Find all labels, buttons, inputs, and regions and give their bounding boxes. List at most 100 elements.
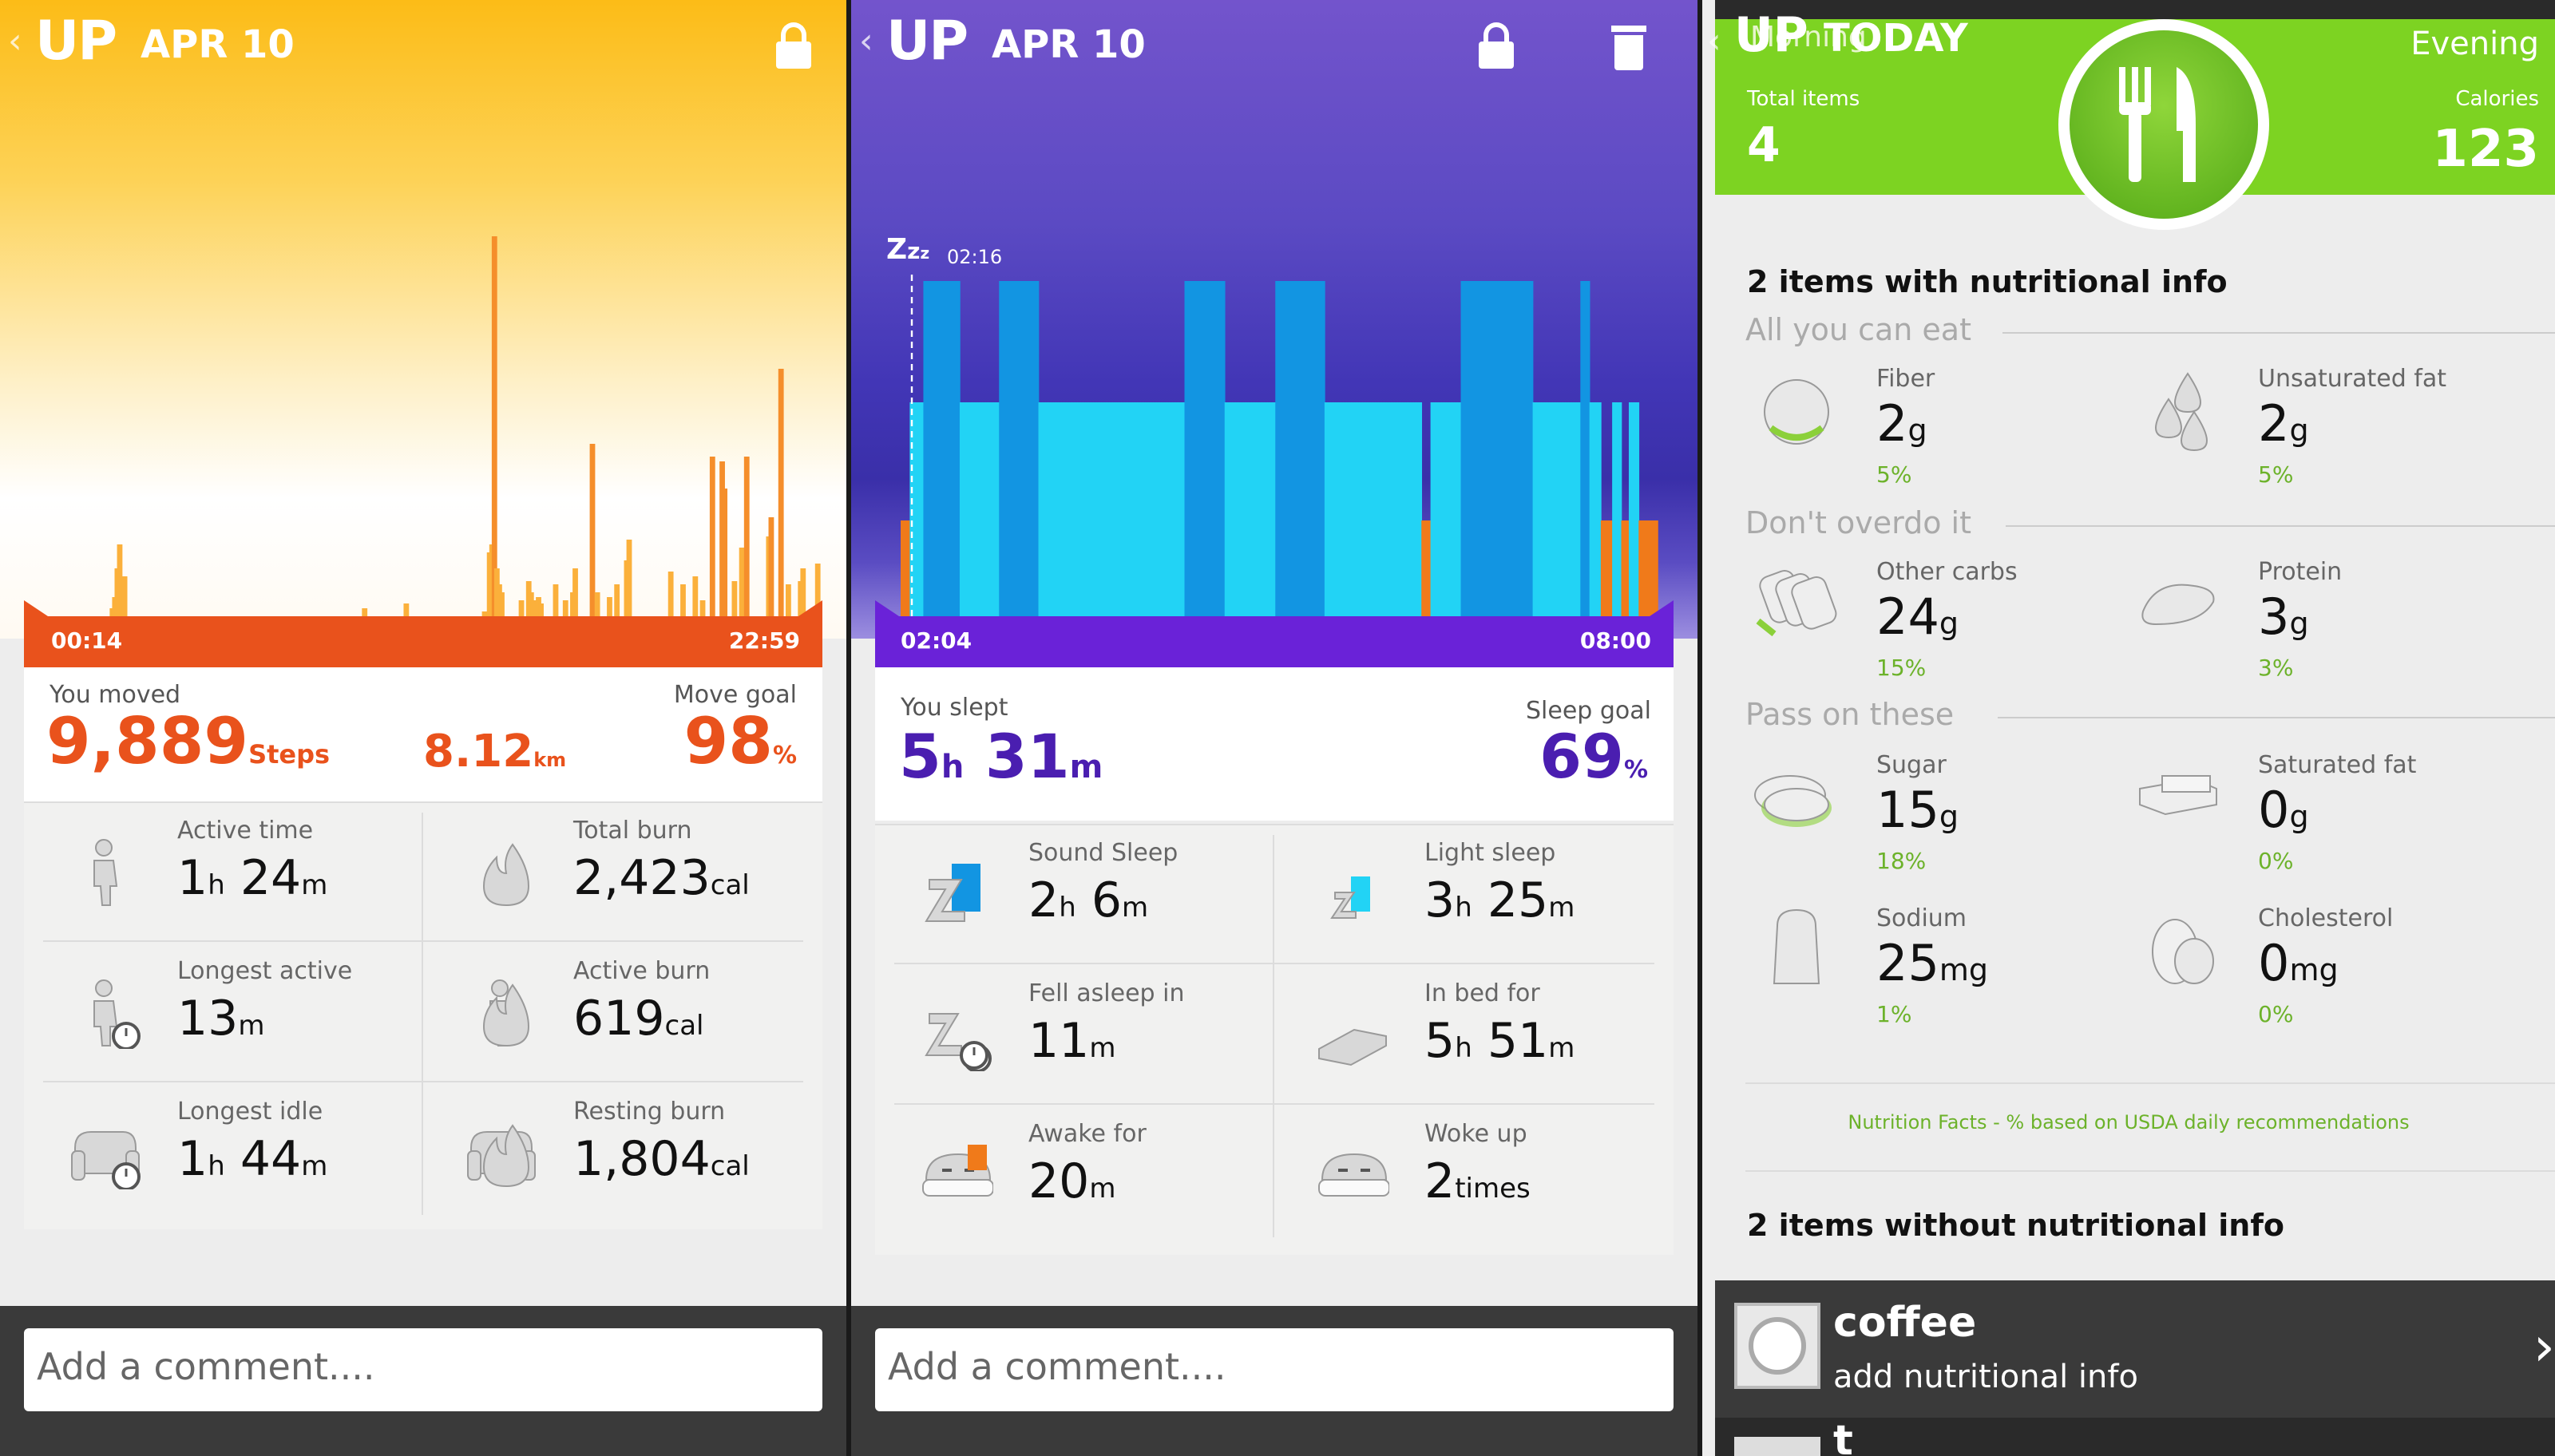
eggs-icon	[2152, 919, 2214, 984]
activity-bar	[121, 576, 128, 616]
band-cap	[798, 600, 822, 616]
stat-longest-active: Longest active 13m	[46, 944, 430, 1084]
sleep-segment-light	[1532, 402, 1582, 616]
oil-drops-icon	[2154, 372, 2208, 452]
distance-value: 8.12km	[423, 725, 567, 777]
food-item-next[interactable]: t	[1715, 1418, 2555, 1456]
activity-time-band: 00:14 22:59	[24, 616, 822, 667]
sleep-stats-grid: Sound Sleep 2h 6m Light sleep 3h 25m Fel…	[875, 824, 1674, 1255]
app-logo[interactable]: UP	[886, 10, 969, 73]
flame-icon	[465, 835, 538, 908]
nutrient-saturated-fat: Saturated fat 0g 0%	[2127, 750, 2494, 929]
meal-badge[interactable]	[2058, 19, 2269, 230]
calories-label: Calories	[2455, 88, 2539, 112]
activity-bar	[518, 600, 525, 616]
item-name: coffee	[1833, 1300, 1977, 1347]
activity-bar	[362, 608, 368, 616]
stat-sound-sleep: Sound Sleep 2h 6m	[897, 825, 1281, 966]
activity-chart	[24, 236, 822, 616]
activity-bar	[785, 584, 791, 616]
activity-bar	[739, 548, 745, 616]
stat-active-time: Active time 1h 24m	[46, 803, 430, 944]
stat-light-sleep: Light sleep 3h 25m	[1293, 825, 1677, 966]
app-logo[interactable]: UP	[1734, 8, 1808, 64]
nutrient-fiber: Fiber 2g 5%	[1745, 364, 2113, 543]
activity-header: ‹ UP APR 10	[0, 10, 846, 73]
sleep-segment-deep	[999, 281, 1040, 616]
activity-bar	[709, 457, 715, 616]
light-sleep-icon	[1316, 857, 1389, 931]
with-info-heading: 2 items with nutritional info	[1747, 265, 2228, 300]
start-time: 00:14	[51, 629, 123, 655]
next-item-name: t	[1833, 1418, 1853, 1456]
activity-bar	[692, 576, 699, 616]
activity-bar	[589, 444, 596, 616]
band-cap	[875, 600, 899, 616]
goal-label: Move goal	[673, 680, 797, 709]
activity-bar	[499, 592, 505, 616]
goal-label: Sleep goal	[1526, 696, 1651, 725]
apple-icon	[1764, 379, 1829, 445]
distance-unit: km	[533, 749, 567, 771]
activity-background	[0, 0, 846, 639]
activity-bar	[722, 489, 728, 616]
sleep-segment-light	[1589, 402, 1602, 616]
app-logo[interactable]: UP	[35, 10, 117, 73]
nutrient-sodium: Sodium 25mg 1%	[1745, 904, 2113, 1082]
plate-icon	[1734, 1303, 1820, 1389]
sleep-segment-light	[959, 402, 1000, 616]
activity-bar	[743, 457, 750, 616]
trash-icon[interactable]	[1611, 22, 1646, 70]
percent-unit: %	[772, 741, 797, 770]
section-heading: Don't overdo it	[1745, 506, 1971, 541]
without-info-heading: 2 items without nutritional info	[1747, 1209, 2284, 1244]
sleep-segment-deep	[1460, 281, 1534, 616]
lock-icon[interactable]	[776, 22, 811, 70]
sleep-segment-awake	[1421, 520, 1432, 616]
zzz-icon: Z	[886, 233, 908, 267]
sleep-start-marker: Zzz 02:16	[886, 233, 1003, 268]
comment-bar: Add a comment....	[0, 1306, 846, 1456]
chevron-right-icon[interactable]: ›	[2533, 1316, 2555, 1379]
activity-bar	[768, 517, 774, 616]
moved-label: You moved	[50, 680, 181, 709]
sleep-time-band: 02:04 08:00	[875, 616, 1674, 667]
evening-label[interactable]: Evening	[2410, 24, 2539, 62]
activity-bar	[626, 540, 632, 616]
food-item-coffee[interactable]: coffee add nutritional info ›	[1715, 1280, 2555, 1418]
activity-bar	[800, 568, 806, 616]
activity-bar	[562, 600, 568, 616]
end-time: 08:00	[1579, 629, 1651, 655]
sleep-segment-awake	[901, 520, 911, 616]
lock-icon[interactable]	[1479, 22, 1514, 70]
sleep-segment-awake	[1621, 520, 1630, 616]
sugar-icon	[1754, 775, 1832, 827]
sleep-segment-deep	[1275, 281, 1325, 616]
activity-bar	[538, 603, 544, 616]
activity-bar	[594, 592, 600, 616]
comment-input[interactable]: Add a comment....	[24, 1328, 822, 1411]
nutrient-protein: Protein 3g 3%	[2127, 557, 2494, 736]
sleep-segment-light	[1612, 402, 1622, 616]
comment-bar: Add a comment....	[851, 1306, 1697, 1456]
sleep-segment-light	[1324, 402, 1423, 616]
activity-panel: ‹ UP APR 10 00:14 22:59 You moved Move g…	[0, 0, 846, 1456]
fell-asleep-time: 02:16	[947, 246, 1003, 268]
section-heading: Pass on these	[1745, 698, 1955, 733]
comment-input[interactable]: Add a comment....	[875, 1328, 1674, 1411]
back-icon[interactable]: ‹	[1707, 22, 1721, 62]
butter-icon	[2139, 775, 2217, 816]
stat-longest-idle: Longest idle 1h 44m	[46, 1084, 430, 1225]
section-heading: All you can eat	[1745, 313, 1971, 348]
back-icon[interactable]: ‹	[859, 22, 873, 62]
slept-label: You slept	[901, 693, 1008, 722]
activity-bar	[607, 597, 612, 616]
back-icon[interactable]: ‹	[8, 22, 22, 62]
sleep-panel: ‹ UP APR 10 Zzz 02:16 02:04 08:00 You sl…	[851, 0, 1697, 1456]
bed-icon	[1316, 998, 1389, 1071]
sleep-segment-awake	[1638, 520, 1658, 616]
morning-label[interactable]: Morning	[1750, 21, 1867, 54]
total-items-value: 4	[1747, 118, 1781, 174]
sleep-header: ‹ UP APR 10	[851, 10, 1697, 73]
armchair-stopwatch-icon	[69, 1116, 142, 1191]
